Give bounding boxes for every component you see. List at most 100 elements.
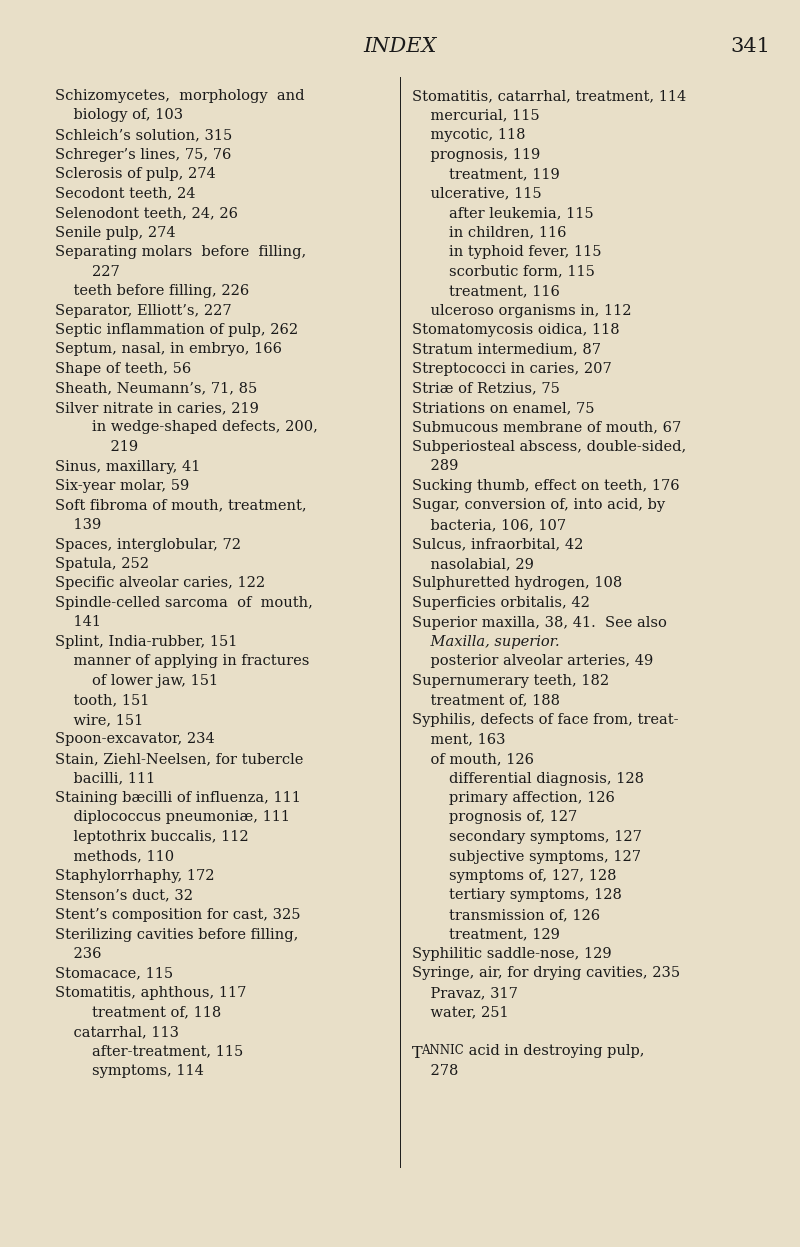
Text: Stent’s composition for cast, 325: Stent’s composition for cast, 325 [55, 908, 301, 922]
Text: Stain, Ziehl-Neelsen, for tubercle: Stain, Ziehl-Neelsen, for tubercle [55, 752, 303, 766]
Text: tooth, 151: tooth, 151 [55, 693, 150, 707]
Text: INDEX: INDEX [363, 37, 437, 56]
Text: biology of, 103: biology of, 103 [55, 108, 183, 122]
Text: Sugar, conversion of, into acid, by: Sugar, conversion of, into acid, by [412, 499, 665, 513]
Text: Sulcus, infraorbital, 42: Sulcus, infraorbital, 42 [412, 537, 583, 551]
Text: ment, 163: ment, 163 [412, 732, 506, 747]
Text: 219: 219 [55, 440, 138, 454]
Text: bacilli, 111: bacilli, 111 [55, 772, 155, 786]
Text: Syphilis, defects of face from, treat-: Syphilis, defects of face from, treat- [412, 713, 678, 727]
Text: Stomatitis, catarrhal, treatment, 114: Stomatitis, catarrhal, treatment, 114 [412, 89, 686, 104]
Text: Subperiosteal abscess, double-sided,: Subperiosteal abscess, double-sided, [412, 440, 686, 454]
Text: ulceroso organisms in, 112: ulceroso organisms in, 112 [412, 303, 631, 318]
Text: treatment of, 118: treatment of, 118 [55, 1005, 222, 1020]
Text: Sucking thumb, effect on teeth, 176: Sucking thumb, effect on teeth, 176 [412, 479, 680, 493]
Text: methods, 110: methods, 110 [55, 849, 174, 863]
Text: Spindle-celled sarcoma  of  mouth,: Spindle-celled sarcoma of mouth, [55, 596, 313, 610]
Text: wire, 151: wire, 151 [55, 713, 143, 727]
Text: manner of applying in fractures: manner of applying in fractures [55, 655, 310, 668]
Text: symptoms, 114: symptoms, 114 [55, 1064, 204, 1077]
Text: after leukemia, 115: after leukemia, 115 [412, 206, 594, 219]
Text: Sclerosis of pulp, 274: Sclerosis of pulp, 274 [55, 167, 216, 181]
Text: 278: 278 [412, 1064, 458, 1077]
Text: differential diagnosis, 128: differential diagnosis, 128 [412, 772, 644, 786]
Text: Splint, India-rubber, 151: Splint, India-rubber, 151 [55, 635, 238, 648]
Text: treatment of, 188: treatment of, 188 [412, 693, 560, 707]
Text: Staphylorrhaphy, 172: Staphylorrhaphy, 172 [55, 869, 214, 883]
Text: Stenson’s duct, 32: Stenson’s duct, 32 [55, 889, 193, 903]
Text: Staining bæcilli of influenza, 111: Staining bæcilli of influenza, 111 [55, 791, 301, 806]
Text: bacteria, 106, 107: bacteria, 106, 107 [412, 518, 566, 532]
Text: Schleich’s solution, 315: Schleich’s solution, 315 [55, 128, 232, 142]
Text: Septum, nasal, in embryo, 166: Septum, nasal, in embryo, 166 [55, 343, 282, 357]
Text: Streptococci in caries, 207: Streptococci in caries, 207 [412, 362, 612, 377]
Text: Supernumerary teeth, 182: Supernumerary teeth, 182 [412, 673, 609, 688]
Text: Sheath, Neumann’s, 71, 85: Sheath, Neumann’s, 71, 85 [55, 382, 258, 395]
Text: leptothrix buccalis, 112: leptothrix buccalis, 112 [55, 831, 249, 844]
Text: of lower jaw, 151: of lower jaw, 151 [55, 673, 218, 688]
Text: in children, 116: in children, 116 [412, 226, 566, 239]
Text: 236: 236 [55, 946, 102, 961]
Text: treatment, 129: treatment, 129 [412, 928, 560, 941]
Text: scorbutic form, 115: scorbutic form, 115 [412, 264, 595, 278]
Text: Specific alveolar caries, 122: Specific alveolar caries, 122 [55, 576, 265, 591]
Text: of mouth, 126: of mouth, 126 [412, 752, 534, 766]
Text: Soft fibroma of mouth, treatment,: Soft fibroma of mouth, treatment, [55, 499, 306, 513]
Text: prognosis, 119: prognosis, 119 [412, 147, 540, 162]
Text: nasolabial, 29: nasolabial, 29 [412, 557, 534, 571]
Text: Sulphuretted hydrogen, 108: Sulphuretted hydrogen, 108 [412, 576, 622, 591]
Text: Superficies orbitalis, 42: Superficies orbitalis, 42 [412, 596, 590, 610]
Text: mercurial, 115: mercurial, 115 [412, 108, 540, 122]
Text: prognosis of, 127: prognosis of, 127 [412, 811, 578, 824]
Text: catarrhal, 113: catarrhal, 113 [55, 1025, 179, 1039]
Text: acid in destroying pulp,: acid in destroying pulp, [464, 1045, 645, 1059]
Text: Spoon-excavator, 234: Spoon-excavator, 234 [55, 732, 214, 747]
Text: 141: 141 [55, 616, 101, 630]
Text: Sterilizing cavities before filling,: Sterilizing cavities before filling, [55, 928, 298, 941]
Text: treatment, 119: treatment, 119 [412, 167, 560, 181]
Text: subjective symptoms, 127: subjective symptoms, 127 [412, 849, 641, 863]
Text: Separating molars  before  filling,: Separating molars before filling, [55, 244, 306, 259]
Text: Syringe, air, for drying cavities, 235: Syringe, air, for drying cavities, 235 [412, 966, 680, 980]
Text: Spaces, interglobular, 72: Spaces, interglobular, 72 [55, 537, 241, 551]
Text: 139: 139 [55, 518, 102, 532]
Text: Schizomycetes,  morphology  and: Schizomycetes, morphology and [55, 89, 305, 104]
Text: Superior maxilla, 38, 41.  See also: Superior maxilla, 38, 41. See also [412, 616, 667, 630]
Text: Striæ of Retzius, 75: Striæ of Retzius, 75 [412, 382, 560, 395]
Text: in typhoid fever, 115: in typhoid fever, 115 [412, 244, 602, 259]
Text: Schreger’s lines, 75, 76: Schreger’s lines, 75, 76 [55, 147, 231, 162]
Text: secondary symptoms, 127: secondary symptoms, 127 [412, 831, 642, 844]
Text: Sinus, maxillary, 41: Sinus, maxillary, 41 [55, 459, 200, 474]
Text: symptoms of, 127, 128: symptoms of, 127, 128 [412, 869, 617, 883]
Text: 289: 289 [412, 459, 458, 474]
Text: Stomatitis, aphthous, 117: Stomatitis, aphthous, 117 [55, 986, 246, 1000]
Text: Pravaz, 317: Pravaz, 317 [412, 986, 518, 1000]
Text: Selenodont teeth, 24, 26: Selenodont teeth, 24, 26 [55, 206, 238, 219]
Text: Separator, Elliott’s, 227: Separator, Elliott’s, 227 [55, 303, 232, 318]
Text: Striations on enamel, 75: Striations on enamel, 75 [412, 402, 594, 415]
Text: Stomatomycosis oidica, 118: Stomatomycosis oidica, 118 [412, 323, 620, 337]
Text: Maxilla, superior.: Maxilla, superior. [412, 635, 560, 648]
Text: treatment, 116: treatment, 116 [412, 284, 560, 298]
Text: Submucous membrane of mouth, 67: Submucous membrane of mouth, 67 [412, 420, 682, 434]
Text: teeth before filling, 226: teeth before filling, 226 [55, 284, 250, 298]
Text: ulcerative, 115: ulcerative, 115 [412, 187, 542, 201]
Text: 341: 341 [730, 37, 770, 56]
Text: Secodont teeth, 24: Secodont teeth, 24 [55, 187, 195, 201]
Text: 227: 227 [55, 264, 120, 278]
Text: mycotic, 118: mycotic, 118 [412, 128, 526, 142]
Text: tertiary symptoms, 128: tertiary symptoms, 128 [412, 889, 622, 903]
Text: Six-year molar, 59: Six-year molar, 59 [55, 479, 190, 493]
Text: water, 251: water, 251 [412, 1005, 509, 1020]
Text: Silver nitrate in caries, 219: Silver nitrate in caries, 219 [55, 402, 259, 415]
Text: Syphilitic saddle-nose, 129: Syphilitic saddle-nose, 129 [412, 946, 612, 961]
Text: Septic inflammation of pulp, 262: Septic inflammation of pulp, 262 [55, 323, 298, 337]
Text: Stratum intermedium, 87: Stratum intermedium, 87 [412, 343, 601, 357]
Text: Senile pulp, 274: Senile pulp, 274 [55, 226, 176, 239]
Text: transmission of, 126: transmission of, 126 [412, 908, 600, 922]
Text: Shape of teeth, 56: Shape of teeth, 56 [55, 362, 191, 377]
Text: in wedge-shaped defects, 200,: in wedge-shaped defects, 200, [55, 420, 318, 434]
Text: primary affection, 126: primary affection, 126 [412, 791, 615, 806]
Text: posterior alveolar arteries, 49: posterior alveolar arteries, 49 [412, 655, 654, 668]
Text: diplococcus pneumoniæ, 111: diplococcus pneumoniæ, 111 [55, 811, 290, 824]
